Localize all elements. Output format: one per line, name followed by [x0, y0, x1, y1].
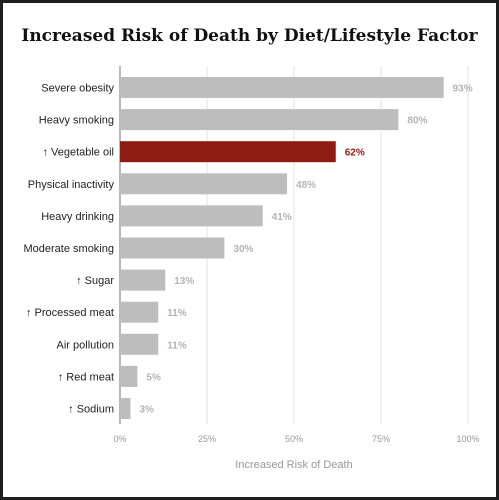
x-tick-label: 75% — [372, 434, 390, 444]
data-label: 30% — [233, 244, 253, 255]
category-label: Moderate smoking — [24, 243, 115, 255]
category-label: ↑ Red meat — [58, 371, 114, 383]
bar — [120, 205, 263, 227]
data-label: 62% — [345, 148, 365, 159]
bar — [120, 333, 159, 355]
labels: 0% 25% 50% 75% 100% Severe obesity 93% Heavy sm… — [24, 83, 480, 445]
x-tick-label: 100% — [456, 434, 479, 444]
category-label: Severe obesity — [41, 83, 114, 95]
x-tick-label: 0% — [113, 434, 126, 444]
x-axis-title: Increased Risk of Death — [235, 459, 352, 471]
data-label: 13% — [174, 276, 194, 287]
bar — [120, 141, 336, 163]
category-label: ↑ Vegetable oil — [42, 147, 114, 159]
data-label: 48% — [296, 180, 316, 191]
bar — [120, 269, 166, 291]
data-label: 80% — [407, 116, 427, 127]
bar — [120, 77, 444, 98]
x-tick-label: 25% — [198, 434, 216, 444]
data-label: 93% — [453, 84, 473, 95]
data-label: 11% — [167, 340, 187, 351]
bar — [120, 109, 399, 131]
data-label: 5% — [146, 372, 161, 383]
category-label: ↑ Sugar — [76, 275, 114, 287]
category-label: ↑ Processed meat — [26, 307, 114, 319]
data-label: 11% — [167, 308, 187, 319]
data-label: 41% — [272, 212, 292, 223]
category-label: Air pollution — [57, 339, 114, 351]
bar — [120, 365, 138, 387]
bar — [120, 173, 288, 195]
x-tick-label: 50% — [285, 434, 303, 444]
category-label: Heavy smoking — [39, 115, 114, 127]
chart-title: Increased Risk of Death by Diet/Lifestyl… — [21, 26, 478, 46]
category-label: Heavy drinking — [41, 211, 114, 223]
bar — [120, 301, 159, 323]
category-label: ↑ Sodium — [68, 404, 114, 416]
bar — [120, 398, 131, 419]
bar — [120, 237, 225, 259]
bars — [120, 77, 444, 419]
category-label: Physical inactivity — [28, 179, 115, 191]
data-label: 3% — [139, 405, 154, 416]
